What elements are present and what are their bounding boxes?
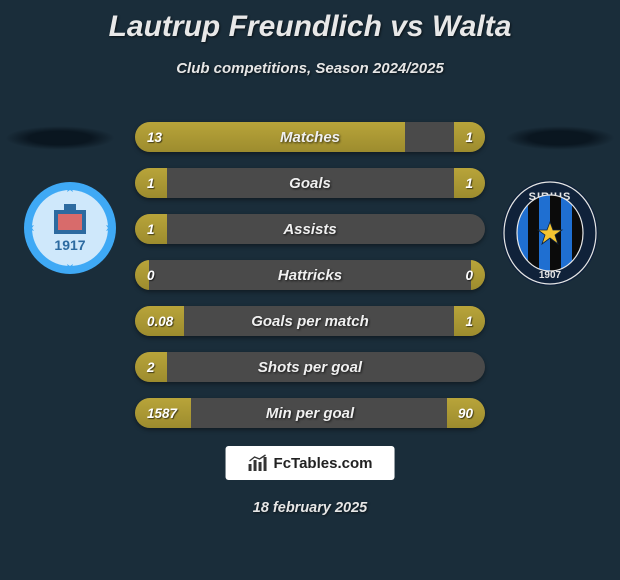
stat-value-right: 1 (453, 122, 485, 152)
stat-value-left: 2 (135, 352, 167, 382)
stat-label: Assists (135, 214, 485, 244)
stat-row: 0.08 1Goals per match (135, 306, 485, 336)
shadow-right (505, 126, 615, 150)
stat-value-left: 1 (135, 214, 167, 244)
stat-value-left: 1 (135, 168, 167, 198)
svg-text:1917: 1917 (54, 237, 85, 253)
brand-chart-icon (248, 454, 268, 472)
svg-text:1907: 1907 (539, 270, 562, 281)
stat-row: 131Matches (135, 122, 485, 152)
stat-value-right: 90 (446, 398, 485, 428)
stat-row: 0 0Hattricks (135, 260, 485, 290)
stat-row: 1Assists (135, 214, 485, 244)
stat-row: 158790Min per goal (135, 398, 485, 428)
shadow-left (5, 126, 115, 150)
stat-label: Goals (135, 168, 485, 198)
stat-row: 1 1Goals (135, 168, 485, 198)
stat-value-left: 0.08 (135, 306, 185, 336)
stats-bars: 131Matches11Goals1Assists00Hattricks0.08… (135, 122, 485, 444)
sirius-badge-icon: SIRIUS 1907 (500, 178, 600, 288)
stat-value-left: 0 (135, 260, 167, 290)
club-badge-left: 1917 (20, 178, 120, 283)
club-badge-right: SIRIUS 1907 (500, 178, 600, 293)
stat-row: 2Shots per goal (135, 352, 485, 382)
stat-label: Goals per match (135, 306, 485, 336)
stat-value-right: 1 (453, 306, 485, 336)
stat-value-left: 13 (135, 122, 174, 152)
stat-label: Shots per goal (135, 352, 485, 382)
subtitle: Club competitions, Season 2024/2025 (0, 60, 620, 77)
stat-value-right: 1 (453, 168, 485, 198)
stat-value-right: 0 (453, 260, 485, 290)
sif-badge-icon: 1917 (20, 178, 120, 278)
bar-fill-left (135, 122, 405, 152)
date-label: 18 february 2025 (0, 500, 620, 516)
stat-label: Hattricks (135, 260, 485, 290)
stat-value-left: 1587 (135, 398, 189, 428)
brand-box[interactable]: FcTables.com (226, 446, 395, 480)
brand-text: FcTables.com (274, 455, 373, 472)
page-title: Lautrup Freundlich vs Walta (0, 0, 620, 44)
